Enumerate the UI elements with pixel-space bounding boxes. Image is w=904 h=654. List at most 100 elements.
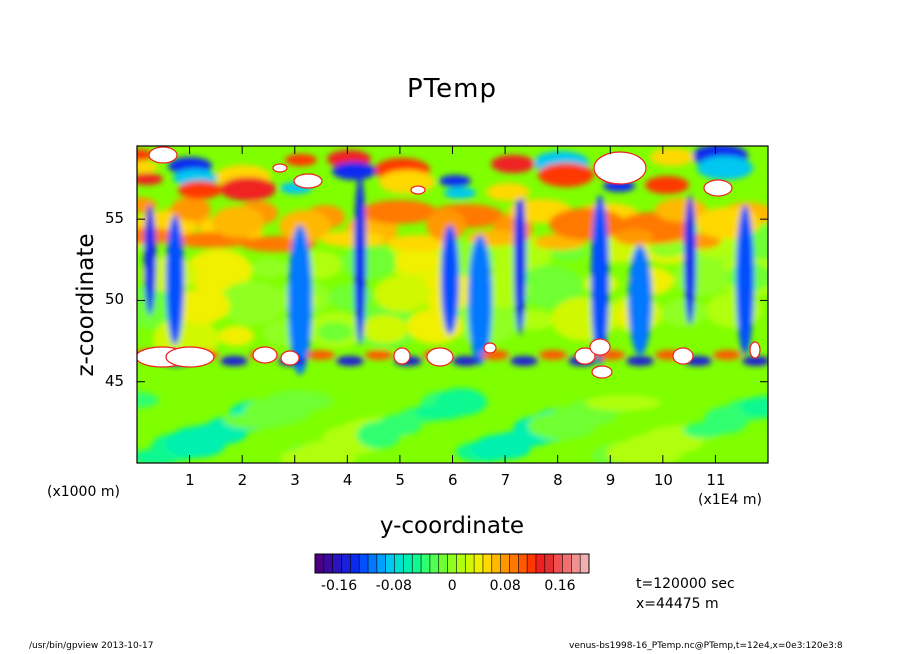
- saturated-patch: [272, 163, 288, 173]
- saturated-patches: [137, 146, 761, 379]
- field-blob: [137, 161, 158, 173]
- x-unit-right: (x1E4 m): [698, 492, 762, 508]
- colorbar-swatch: [465, 554, 475, 573]
- field-blob: [414, 404, 466, 420]
- field-blob: [307, 350, 335, 360]
- colorbar-swatch: [376, 554, 387, 573]
- heatmap-field: [137, 146, 768, 463]
- field-blob: [288, 225, 312, 375]
- field-blob: [212, 206, 264, 238]
- field-blob: [341, 244, 397, 280]
- field-blob: [374, 276, 430, 312]
- field-blob: [650, 148, 694, 166]
- colorbar-swatch: [491, 554, 501, 573]
- colorbar: [314, 553, 590, 574]
- x-tick-label: 5: [395, 471, 405, 489]
- field-blob: [178, 181, 222, 199]
- x-tick-label: 8: [553, 471, 563, 489]
- x-tick-label: 9: [605, 471, 616, 489]
- position-info: x=44475 m: [636, 596, 719, 612]
- y-tick-label: 45: [105, 371, 125, 390]
- field-blob: [174, 288, 230, 324]
- colorbar-swatch: [482, 554, 493, 573]
- footer-right: venus-bs1998-16_PTemp.nc@PTemp,t=12e4,x=…: [569, 641, 843, 651]
- colorbar-frame: [314, 553, 590, 574]
- colorbar-swatch: [562, 554, 572, 573]
- field-blob: [471, 438, 531, 460]
- chart-title: PTemp: [407, 74, 497, 104]
- colorbar-swatch: [341, 554, 351, 573]
- colorbar-swatch: [359, 554, 369, 573]
- colorbar-swatch: [571, 554, 581, 573]
- field-blob: [439, 175, 471, 187]
- colorbar-swatch: [500, 554, 510, 573]
- field-blob: [736, 205, 754, 355]
- field-blob: [591, 195, 609, 365]
- field-blob: [683, 422, 727, 438]
- y-tick-label: 55: [105, 209, 125, 228]
- x-tick-label: 4: [342, 471, 353, 489]
- saturated-patch: [593, 151, 647, 185]
- field-blob: [220, 177, 276, 201]
- saturated-patch: [426, 347, 454, 367]
- field-blob: [486, 183, 530, 201]
- field-blob: [395, 247, 441, 275]
- field-blob: [514, 185, 526, 335]
- field-blob: [684, 195, 696, 325]
- field-blob: [468, 235, 492, 365]
- colorbar-swatch: [385, 554, 395, 573]
- x-tick-label: 10: [653, 471, 673, 489]
- field-blob: [336, 356, 364, 366]
- colorbar-tick-label: -0.08: [375, 578, 412, 594]
- colorbar-tick-label: 0: [447, 578, 457, 594]
- colorbar-swatch: [456, 554, 466, 573]
- field-blob: [171, 197, 211, 221]
- colorbar-swatch: [403, 554, 413, 573]
- field-blob: [223, 413, 291, 429]
- field-blob: [441, 225, 459, 335]
- field-blob: [137, 149, 153, 161]
- saturated-patch: [591, 365, 613, 379]
- field-blob: [379, 170, 435, 194]
- field-blob: [219, 281, 285, 325]
- field-blob: [528, 412, 596, 440]
- colorbar-swatch: [368, 554, 378, 573]
- field-blob: [628, 245, 652, 355]
- field-blob: [354, 175, 366, 345]
- field-blob: [357, 421, 401, 449]
- saturated-patch: [293, 173, 323, 189]
- field-blob: [491, 155, 535, 173]
- x-axis-label: y-coordinate: [379, 513, 525, 539]
- field-blob: [661, 299, 707, 327]
- field-blob: [251, 258, 287, 278]
- colorbar-swatch: [535, 554, 546, 573]
- field-blob: [517, 310, 553, 330]
- field-blob: [673, 260, 729, 296]
- saturated-patch: [589, 338, 611, 356]
- field-blob: [279, 210, 331, 242]
- colorbar-swatch: [412, 554, 422, 573]
- field-blob: [317, 322, 353, 342]
- x-tick-label: 6: [448, 471, 458, 489]
- y-axis-label: z-coordinate: [73, 233, 99, 377]
- field-blob: [426, 209, 466, 241]
- field-blob: [186, 249, 252, 293]
- field-blob: [137, 392, 159, 408]
- field-blob: [220, 356, 248, 366]
- colorbar-swatch: [527, 554, 537, 573]
- x-tick-label: 1: [185, 471, 195, 489]
- footer-left: /usr/bin/gpview 2013-10-17: [29, 641, 154, 651]
- field-blob: [645, 176, 689, 194]
- field-blob: [280, 447, 356, 463]
- colorbar-swatch: [323, 554, 333, 573]
- saturated-patch: [483, 342, 497, 354]
- field-blob: [626, 356, 654, 366]
- colorbar-swatch: [509, 554, 519, 573]
- colorbar-swatch: [518, 554, 528, 573]
- colorbar-swatch: [544, 554, 554, 573]
- field-blob: [320, 231, 384, 247]
- x-tick-label: 7: [500, 471, 511, 489]
- field-blob: [614, 229, 654, 245]
- saturated-patch: [393, 347, 411, 365]
